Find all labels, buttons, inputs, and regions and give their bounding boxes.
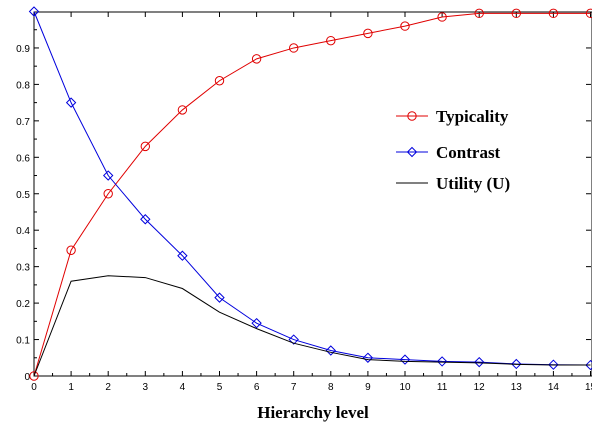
data-point [289,43,299,53]
y-tick-label: 0.5 [16,190,30,201]
data-point [362,352,374,363]
data-point [177,250,188,261]
x-tick-label: 6 [254,382,260,393]
x-tick-label: 1 [68,382,74,393]
series-layer [28,6,592,381]
y-axis-ticks: 0 0.1 0.2 0.3 0.4 0.5 0.6 0.7 0.8 0.9 [16,29,591,383]
legend-marker [407,111,417,121]
x-axis-ticks: 0123456789101112131415 [31,12,592,393]
data-point [585,359,592,371]
x-tick-label: 10 [399,382,411,393]
data-point [548,8,559,19]
legend-label: Contrast [436,143,501,162]
series-line [33,275,591,377]
legend-marker [406,146,418,158]
x-axis-title: Hierarchy level [257,403,369,422]
x-tick-label: 13 [511,382,523,393]
data-point [511,358,522,370]
series-line [33,11,591,366]
x-tick-label: 0 [31,382,37,393]
data-point [474,8,484,19]
x-tick-label: 12 [474,382,486,393]
data-point [288,334,299,345]
data-point [66,245,76,255]
data-point [548,359,559,370]
y-tick-label: 0.8 [16,80,30,91]
data-point [214,292,225,303]
data-point [177,105,188,115]
x-tick-label: 9 [365,382,371,393]
series-0 [29,8,592,381]
data-point [437,12,447,22]
legend-item: Utility (U) [396,174,510,193]
legend-item: Typicality [396,107,509,126]
data-point [102,170,114,181]
legend-label: Typicality [436,107,509,126]
y-tick-label: 0.4 [16,226,30,237]
y-tick-label: 0.3 [16,263,30,274]
data-point [326,35,336,46]
data-point [363,28,373,39]
data-point [400,21,410,31]
series-1 [28,6,592,371]
data-point [399,354,411,365]
y-tick-label: 0.6 [16,153,30,164]
data-point [251,317,262,329]
x-tick-label: 14 [548,382,560,393]
legend: Typicality Contrast Utility (U) [396,107,510,193]
data-point [585,8,592,19]
y-tick-label: 0.2 [16,299,30,310]
data-point [436,356,448,367]
data-point [251,54,262,64]
x-tick-label: 4 [180,382,186,393]
x-tick-label: 8 [328,382,334,393]
data-point [140,214,151,225]
legend-label: Utility (U) [436,174,510,193]
x-tick-label: 15 [585,382,592,393]
y-tick-label: 0.1 [16,336,30,347]
data-point [140,141,151,152]
data-point [214,76,225,86]
data-point [325,345,337,356]
plot-frame [33,11,592,377]
y-tick-label: 0 [24,372,30,383]
y-tick-label: 0.9 [16,44,30,55]
x-tick-label: 11 [437,382,448,393]
x-tick-label: 2 [105,382,111,393]
series-line [33,12,591,377]
x-tick-label: 3 [143,382,149,393]
data-point [511,8,521,19]
series-2 [33,275,591,377]
x-tick-label: 5 [217,382,223,393]
legend-item: Contrast [396,143,501,162]
data-point [473,356,485,368]
data-point [103,189,113,199]
x-tick-label: 7 [291,382,297,393]
data-point [29,371,39,381]
data-point [28,6,40,17]
y-tick-label: 0.7 [16,117,30,128]
data-point [65,97,77,108]
